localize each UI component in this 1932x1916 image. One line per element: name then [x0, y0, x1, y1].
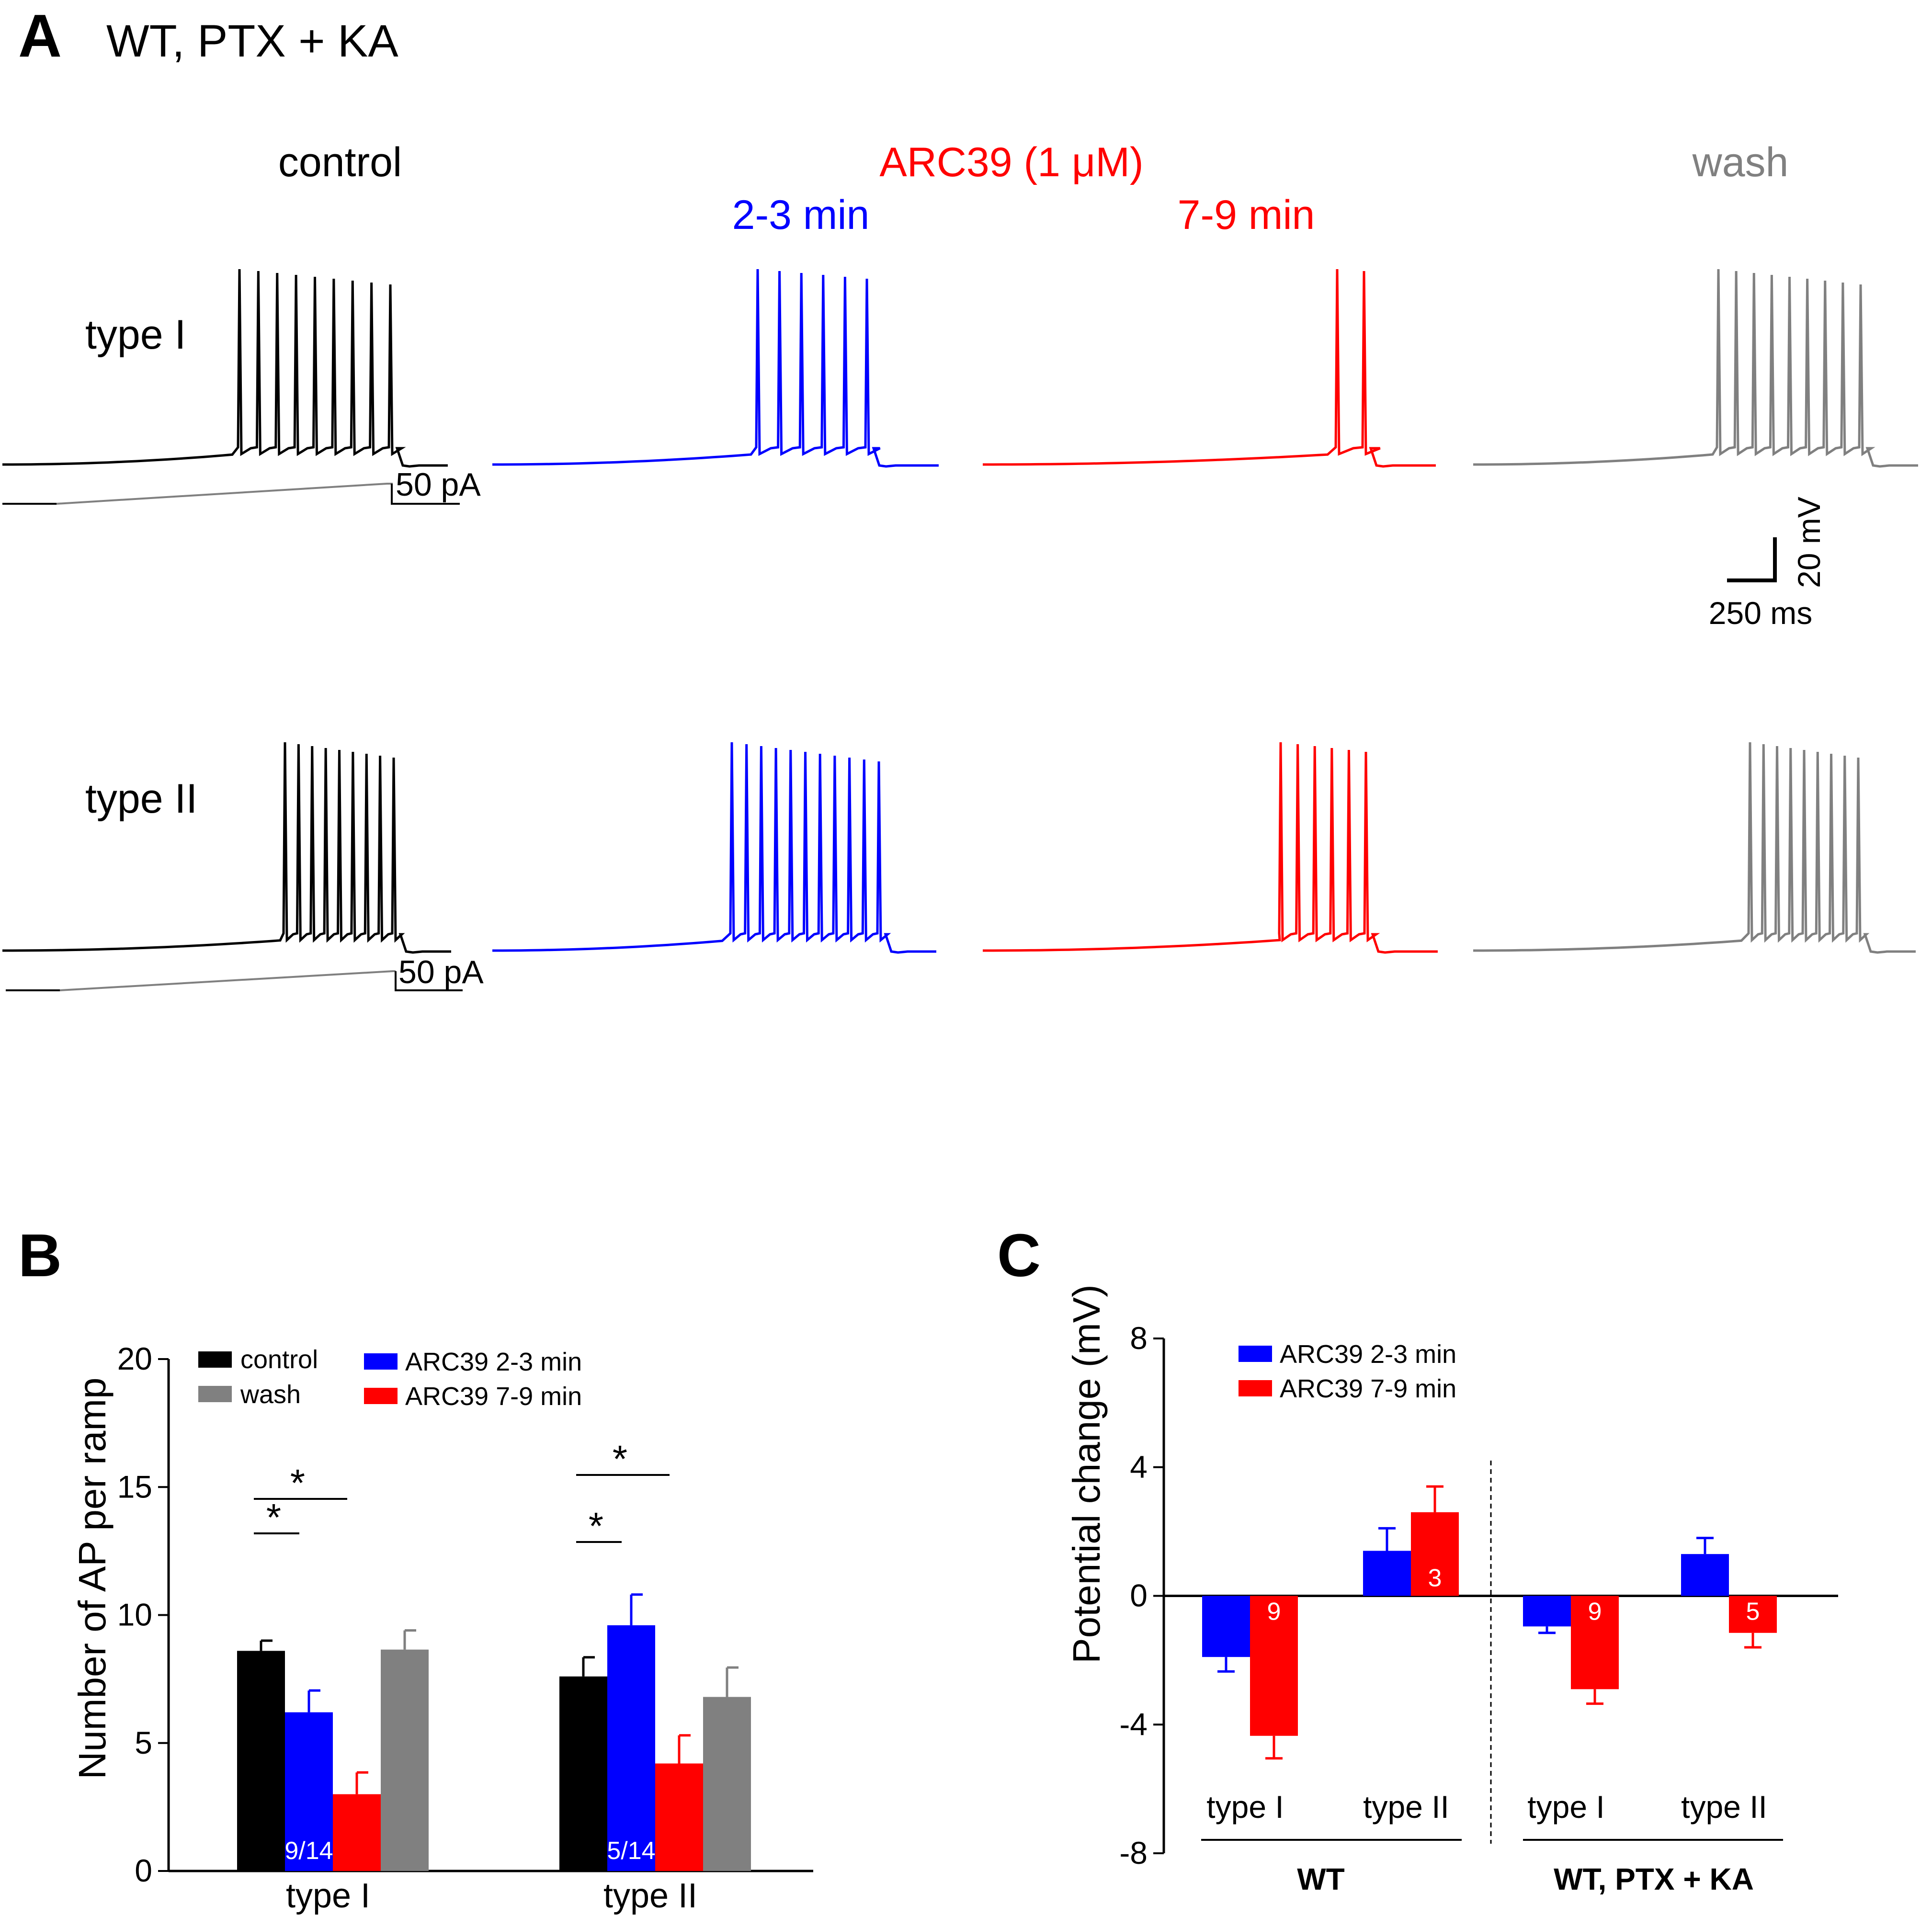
- panel-b-y-axis-label: Number of AP per ramp: [71, 1378, 114, 1780]
- significance-star: *: [589, 1505, 603, 1547]
- panel-c-category-label: type II: [1681, 1789, 1767, 1825]
- significance-star: *: [613, 1438, 627, 1480]
- panel-b-y-tick-label: 15: [117, 1469, 152, 1504]
- trace-type-ii-arc39-7-9: [983, 742, 1438, 954]
- bar-arc39-7-9-min: [655, 1763, 703, 1871]
- legend-swatch-arc39-2-3: [1239, 1346, 1272, 1362]
- bar-control: [237, 1651, 285, 1871]
- legend-label-arc39-2-3: ARC39 2-3 min: [405, 1348, 582, 1376]
- legend-swatch-wash: [198, 1386, 232, 1402]
- bar-control: [559, 1676, 607, 1871]
- panel-c-category-label: type I: [1206, 1789, 1284, 1825]
- trace-type-i-wash: [1473, 269, 1918, 468]
- bar-wash: [703, 1697, 751, 1871]
- legend-swatch-arc39-7-9: [1239, 1380, 1272, 1396]
- panel-b-y-tick-label: 10: [117, 1597, 152, 1633]
- panel-a: A WT, PTX + KA control ARC39 (1 μM) 2-3 …: [2, 2, 1918, 991]
- panel-b-x-tick-label: type I: [286, 1877, 370, 1915]
- panel-b-bars: [237, 1593, 751, 1871]
- panel-b-n-label: 9/14: [284, 1837, 333, 1865]
- ramp-scale-label-type-i: 50 pA: [396, 466, 481, 503]
- panel-c-y-tick-label: 0: [1130, 1578, 1148, 1613]
- bar-arc39-2-3-min: [1523, 1596, 1571, 1627]
- legend-swatch-control: [198, 1351, 232, 1368]
- panel-c-bars: [1202, 1485, 1777, 1760]
- bar-arc39-2-3-min: [285, 1712, 333, 1871]
- panel-b-x-tick-label: type II: [603, 1877, 697, 1915]
- ramp-type-ii: [6, 970, 396, 991]
- bar-arc39-2-3-min: [1202, 1596, 1250, 1657]
- panel-b-n-label: 5/14: [607, 1837, 655, 1865]
- legend-label-arc39-7-9: ARC39 7-9 min: [1280, 1374, 1456, 1403]
- panel-b: B Number of AP per ramp 0 5 10 15 20 typ…: [18, 1222, 813, 1915]
- legend-label-control: control: [240, 1345, 318, 1374]
- panel-c-legend: ARC39 2-3 min ARC39 7-9 min: [1239, 1340, 1456, 1403]
- panel-c-y-axis-label: Potential change (mV): [1065, 1284, 1108, 1664]
- significance-star: *: [290, 1462, 305, 1504]
- panel-c-n-label: 5: [1746, 1598, 1760, 1626]
- row-label-type-i: type I: [85, 312, 186, 358]
- legend-label-arc39-2-3: ARC39 2-3 min: [1280, 1340, 1456, 1369]
- panel-c-n-label: 3: [1428, 1565, 1442, 1592]
- group-label-ptx: WT, PTX + KA: [1554, 1862, 1754, 1896]
- trace-type-i-arc39-2-3: [492, 269, 939, 468]
- bar-arc39-2-3-min: [1681, 1554, 1729, 1596]
- voltage-scale-label: 20 mV: [1791, 497, 1827, 588]
- time-scale-label: 250 ms: [1709, 595, 1812, 631]
- panel-c-y-ticks: -8 -4 0 4 8: [1119, 1320, 1164, 1871]
- panel-c-category-label: type II: [1363, 1789, 1449, 1825]
- header-late: 7-9 min: [1178, 192, 1315, 238]
- bar-arc39-7-9-min: [1250, 1596, 1298, 1736]
- panel-b-y-tick-label: 5: [135, 1725, 152, 1760]
- ramp-scale-label-type-ii: 50 pA: [398, 954, 484, 990]
- panel-a-letter: A: [18, 2, 62, 69]
- voltage-time-scale-bar: [1727, 537, 1777, 582]
- bar-arc39-2-3-min: [607, 1625, 655, 1871]
- panel-b-letter: B: [18, 1222, 62, 1289]
- legend-swatch-arc39-7-9: [364, 1388, 398, 1404]
- bar-arc39-7-9-min: [333, 1794, 381, 1871]
- bar-arc39-7-9-min: [1411, 1512, 1459, 1596]
- header-wash: wash: [1692, 139, 1789, 185]
- panel-c-y-tick-label: -4: [1119, 1706, 1148, 1742]
- trace-type-ii-arc39-2-3: [492, 742, 936, 954]
- header-early: 2-3 min: [732, 192, 870, 238]
- bar-arc39-7-9-min: [1571, 1596, 1619, 1689]
- header-control: control: [278, 139, 402, 185]
- panel-c-category-label: type I: [1527, 1789, 1604, 1825]
- panel-b-significance: * * * *: [254, 1438, 670, 1547]
- bar-arc39-2-3-min: [1363, 1551, 1411, 1596]
- panel-c-letter: C: [997, 1222, 1041, 1289]
- row-label-type-ii: type II: [85, 776, 197, 822]
- panel-c-n-label: 9: [1267, 1598, 1281, 1626]
- trace-type-i-control: [2, 269, 448, 468]
- panel-c: C Potential change (mV) -8 -4 0 4 8 type…: [997, 1222, 1838, 1896]
- panel-b-legend: control wash ARC39 2-3 min ARC39 7-9 min: [198, 1345, 582, 1411]
- legend-label-arc39-7-9: ARC39 7-9 min: [405, 1382, 582, 1411]
- bar-arc39-7-9-min: [1729, 1596, 1777, 1633]
- panel-c-y-tick-label: -8: [1119, 1835, 1148, 1871]
- trace-type-ii-control: [2, 742, 451, 954]
- legend-swatch-arc39-2-3: [364, 1353, 398, 1370]
- panel-c-y-tick-label: 4: [1130, 1449, 1148, 1485]
- legend-label-wash: wash: [240, 1380, 301, 1409]
- panel-c-n-label: 9: [1588, 1598, 1602, 1626]
- panel-c-y-tick-label: 8: [1130, 1320, 1148, 1356]
- panel-a-title: WT, PTX + KA: [106, 16, 398, 67]
- trace-type-ii-wash: [1473, 742, 1916, 954]
- bar-wash: [381, 1649, 429, 1871]
- panel-b-y-ticks: 0 5 10 15 20: [117, 1341, 169, 1888]
- header-drug: ARC39 (1 μM): [879, 139, 1143, 185]
- panel-b-y-tick-label: 20: [117, 1341, 152, 1376]
- panel-b-y-tick-label: 0: [135, 1853, 152, 1888]
- ramp-scale-bar-type-i: [391, 484, 460, 505]
- ramp-scale-bar-type-ii: [395, 971, 463, 991]
- group-label-wt: WT: [1297, 1862, 1345, 1896]
- trace-type-i-arc39-7-9: [983, 269, 1436, 468]
- significance-star: *: [266, 1496, 281, 1539]
